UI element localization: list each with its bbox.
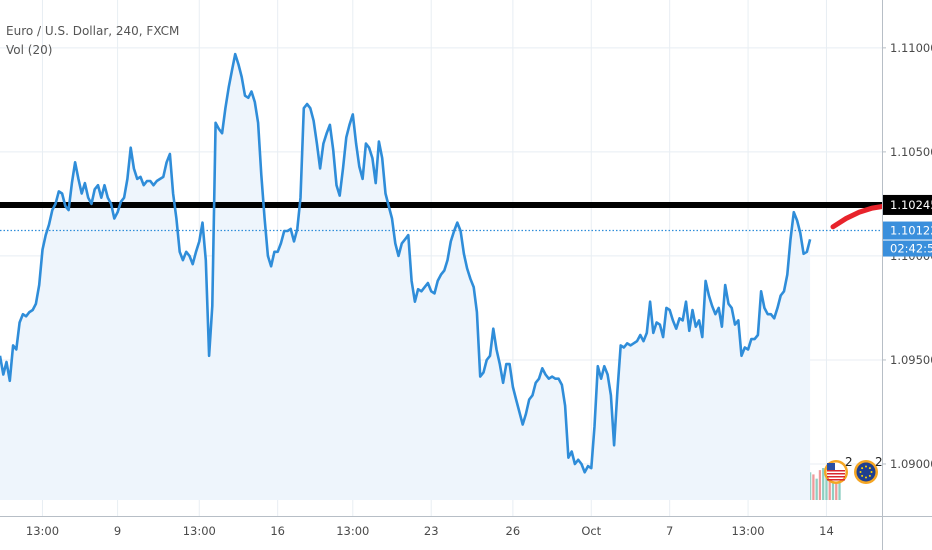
volume-bar xyxy=(812,474,815,500)
x-tick-label: 23 xyxy=(424,524,439,538)
volume-bar xyxy=(835,482,838,500)
x-tick-label: Oct xyxy=(581,524,601,538)
volume-bar xyxy=(815,478,818,500)
volume-bar xyxy=(831,474,835,500)
x-tick-label: 26 xyxy=(506,524,521,538)
y-tick-label: 1.09000 xyxy=(890,457,932,471)
volume-bar xyxy=(818,470,822,500)
x-tick-label: 16 xyxy=(270,524,285,538)
time-axis[interactable]: 13:00 9 13:00 16 13:00 23 26 Oct 7 13:00 14 xyxy=(26,524,834,538)
price-line[interactable] xyxy=(0,52,812,474)
x-tick-label: 13:00 xyxy=(731,524,764,538)
symbol-title[interactable]: Euro / U.S. Dollar, 240, FXCM xyxy=(6,24,180,38)
x-tick-label: 9 xyxy=(114,524,121,538)
price-area-fill xyxy=(0,54,811,500)
volume-bar xyxy=(825,476,828,500)
x-tick-label: 13:00 xyxy=(183,524,216,538)
current-price-tag: 1.10122 xyxy=(890,224,932,238)
y-tick-label: 1.10500 xyxy=(890,145,932,159)
resistance-price-tag: 1.10245 xyxy=(890,198,932,212)
y-tick-label: 1.09500 xyxy=(890,353,932,367)
volume-bar xyxy=(828,480,831,500)
chart-legend: Euro / U.S. Dollar, 240, FXCM Vol (20) xyxy=(6,22,179,60)
us-flag-icon[interactable]: 2 xyxy=(824,455,853,484)
x-tick-label: 13:00 xyxy=(26,524,59,538)
volume-bar xyxy=(808,472,812,500)
volume-bar xyxy=(838,478,841,500)
x-tick-label: 7 xyxy=(666,524,673,538)
x-tick-label: 13:00 xyxy=(336,524,369,538)
bar-countdown-tag: 02:42:59 xyxy=(890,242,932,256)
y-tick-label: 1.11000 xyxy=(890,41,932,55)
eu-flag-icon[interactable]: 2 xyxy=(854,455,883,484)
event-badge-count: 2 xyxy=(875,455,883,469)
x-tick-label: 14 xyxy=(819,524,834,538)
volume-bar xyxy=(822,468,825,500)
volume-indicator-label[interactable]: Vol (20) xyxy=(6,43,53,57)
event-badge-count: 2 xyxy=(845,455,853,469)
price-axis-labels: 1.10245 1.10122 02:42:59 xyxy=(883,194,932,257)
